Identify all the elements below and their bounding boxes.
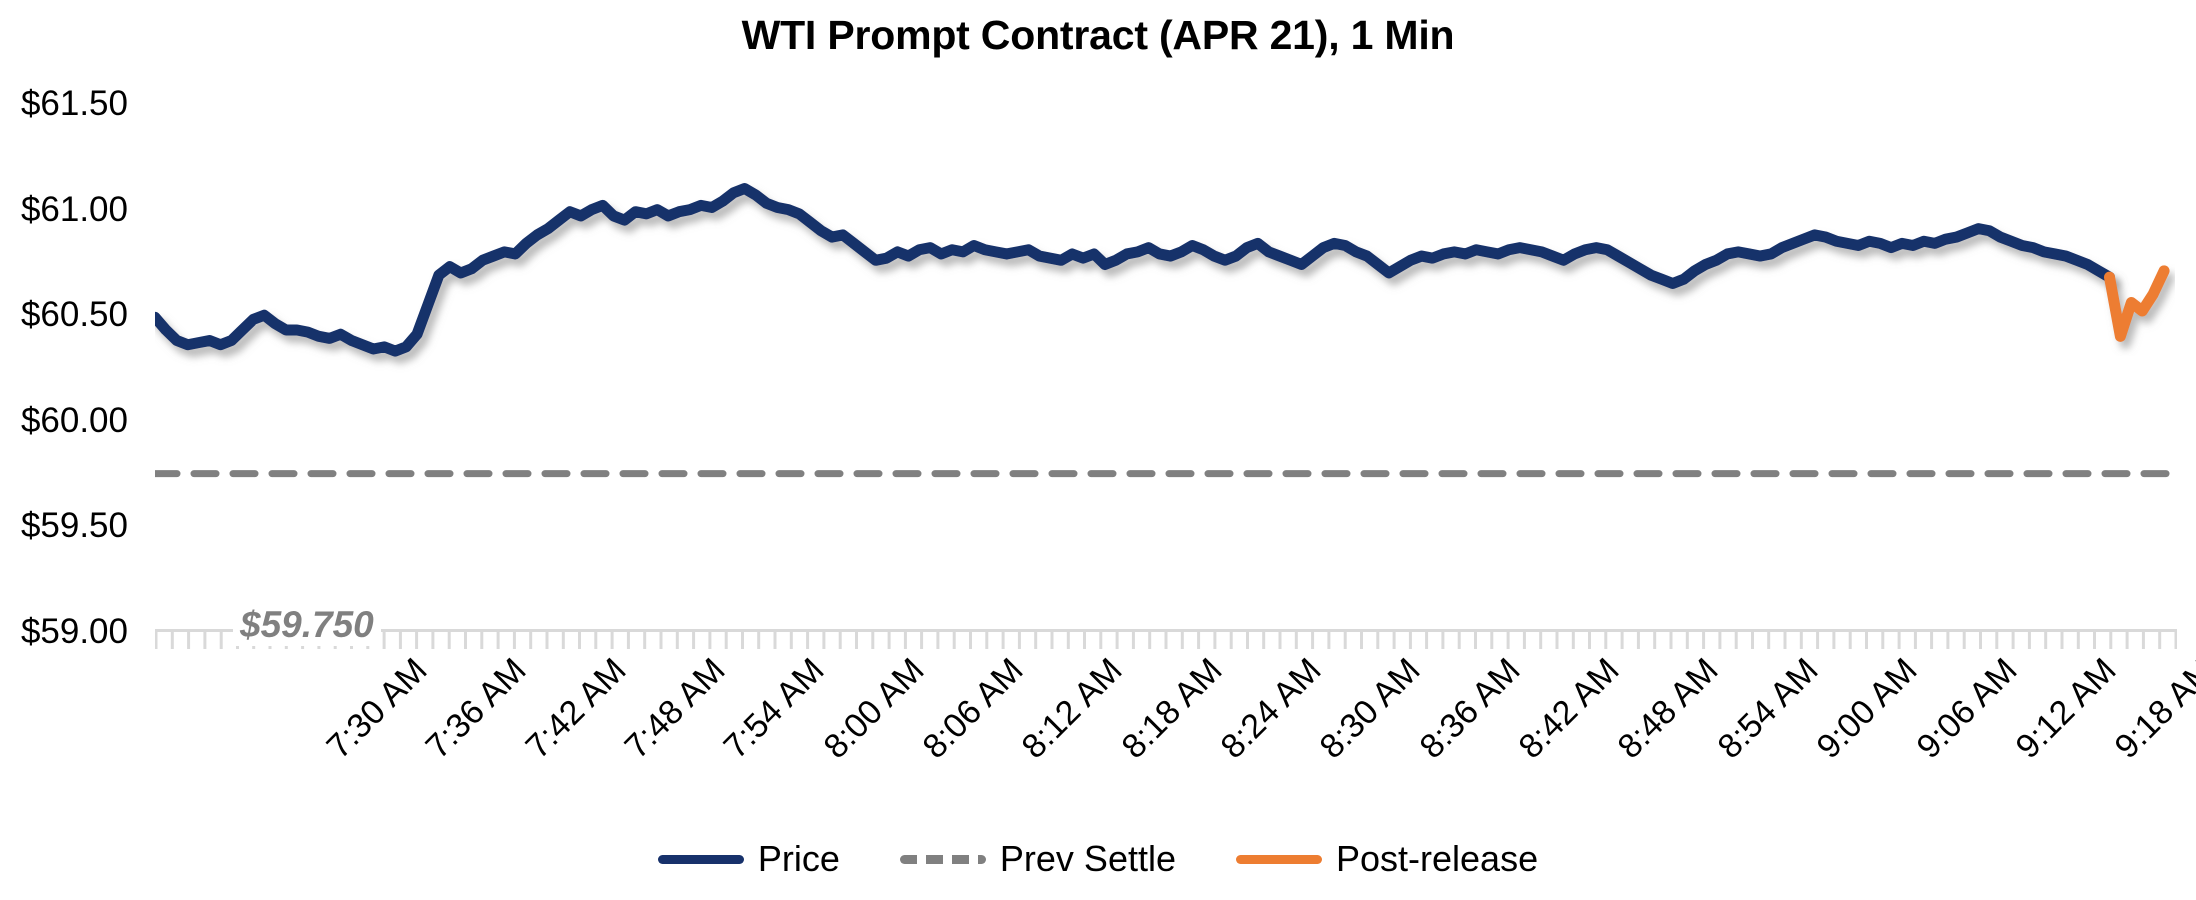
x-tick-label: 9:06 AM xyxy=(1909,651,2025,767)
legend-label: Post-release xyxy=(1336,838,1539,879)
x-tick-label: 9:12 AM xyxy=(2008,651,2124,767)
x-tick-label: 7:48 AM xyxy=(617,651,733,767)
y-axis: $61.50 $61.00 $60.50 $60.00 $59.50 $59.00 xyxy=(0,0,150,900)
x-tick-label: 9:18 AM xyxy=(2107,651,2196,767)
x-tick-label: 8:36 AM xyxy=(1412,651,1528,767)
x-tick-label: 8:48 AM xyxy=(1611,651,1727,767)
x-tick-label: 7:36 AM xyxy=(418,651,534,767)
legend-swatch-post-release xyxy=(1236,854,1322,864)
legend-entry[interactable]: Prev Settle xyxy=(899,838,1176,880)
x-tick-label: 8:06 AM xyxy=(915,651,1031,767)
y-tick-label: $59.00 xyxy=(20,612,128,651)
x-tick-label: 8:24 AM xyxy=(1213,651,1329,767)
x-tick-label: 8:42 AM xyxy=(1511,651,1627,767)
chart-plot-svg xyxy=(155,182,2175,478)
x-tick-label: 7:54 AM xyxy=(716,651,832,767)
x-axis-line xyxy=(154,629,2178,651)
y-tick-label: $60.00 xyxy=(20,400,128,440)
chart-title: WTI Prompt Contract (APR 21), 1 Min xyxy=(741,12,1455,58)
legend-swatch-prev-settle xyxy=(899,854,986,864)
x-axis-ticks xyxy=(154,629,2178,649)
x-tick-label: 7:42 AM xyxy=(518,651,634,767)
y-tick-label: $59.50 xyxy=(20,506,128,546)
chart-legend: Price Prev Settle Post-release xyxy=(0,838,2196,880)
plot-area xyxy=(155,104,2175,632)
price-line xyxy=(155,182,2115,357)
x-tick-label: 8:12 AM xyxy=(1014,651,1131,767)
x-axis-tick-labels: 7:30 AM 7:36 AM 7:42 AM 7:48 AM 7:54 AM 8:00 … xyxy=(0,651,2196,821)
x-tick-label: 8:54 AM xyxy=(1710,651,1826,767)
legend-label: Price xyxy=(757,838,840,879)
x-tick-label: 8:00 AM xyxy=(816,651,932,767)
legend-label: Prev Settle xyxy=(999,838,1176,879)
prev-settle-value-annotation: $59.750 xyxy=(233,604,381,646)
legend-entry[interactable]: Price xyxy=(657,838,840,880)
y-tick-label: $61.50 xyxy=(20,84,128,123)
legend-entry[interactable]: Post-release xyxy=(1236,838,1538,880)
x-tick-label: 8:30 AM xyxy=(1312,651,1429,767)
y-tick-label: $61.00 xyxy=(20,189,128,229)
legend-swatch-price xyxy=(657,854,744,864)
x-tick-label: 9:00 AM xyxy=(1809,651,1925,767)
x-tick-label: 8:18 AM xyxy=(1114,651,1230,767)
y-tick-label: $60.50 xyxy=(20,295,128,335)
x-tick-label: 7:30 AM xyxy=(319,651,435,767)
post-release-line xyxy=(2103,265,2170,342)
